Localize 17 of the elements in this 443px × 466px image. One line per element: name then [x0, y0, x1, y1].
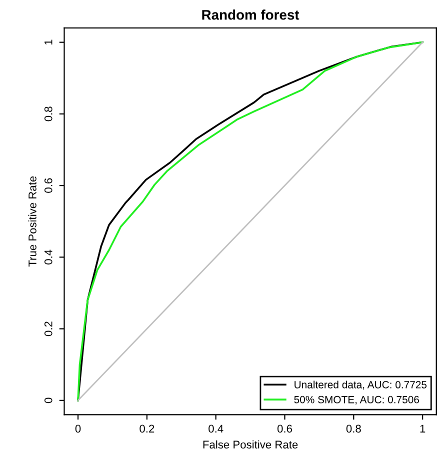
- x-tick-label: 1: [420, 424, 426, 433]
- y-axis-title: True Positive Rate: [28, 176, 36, 267]
- y-tick-label: 0.2: [44, 322, 52, 336]
- x-tick-label: 0.4: [208, 424, 224, 433]
- y-tick-label: 0.8: [44, 106, 52, 122]
- legend-label: 50% SMOTE, AUC: 0.7506: [294, 396, 419, 405]
- y-tick-label: 1: [44, 40, 52, 45]
- x-tick-label: 0.2: [140, 424, 154, 433]
- x-tick-label: 0.8: [346, 424, 361, 433]
- legend-label: Unaltered data, AUC: 0.7725: [294, 380, 427, 390]
- x-axis-title: False Positive Rate: [203, 440, 298, 449]
- y-tick-label: 0.6: [44, 178, 52, 193]
- y-tick-label: 0.4: [44, 250, 52, 264]
- y-tick-label: 0: [44, 398, 52, 404]
- x-tick-label: 0: [75, 424, 81, 433]
- chart-title: Random forest: [202, 10, 300, 20]
- x-tick-label: 0.6: [277, 424, 292, 433]
